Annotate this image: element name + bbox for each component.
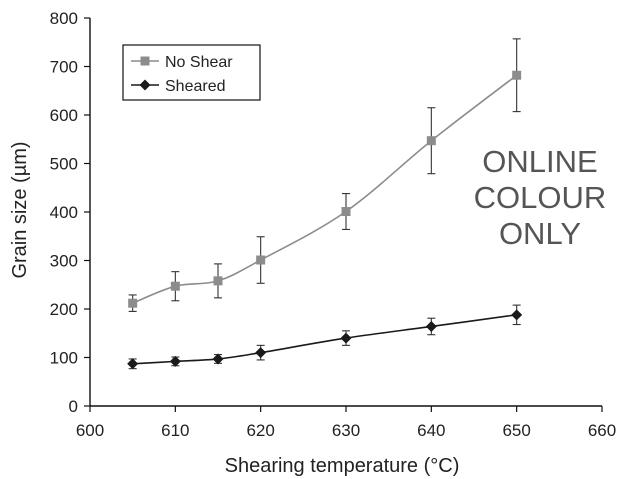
x-tick-label: 620 — [246, 421, 274, 440]
y-tick-label: 300 — [50, 252, 78, 271]
legend-box — [122, 44, 261, 101]
data-point-sheared — [340, 332, 352, 344]
y-tick-label: 100 — [50, 349, 78, 368]
data-point-no-shear — [170, 281, 180, 291]
legend-label-sheared: Sheared — [165, 78, 226, 95]
data-point-sheared — [212, 353, 224, 365]
x-axis-title: Shearing temperature (°C) — [225, 455, 460, 477]
x-tick-label: 630 — [332, 421, 360, 440]
data-point-no-shear — [213, 276, 223, 286]
data-point-no-shear — [341, 207, 351, 217]
series-no-shear — [128, 38, 522, 312]
watermark: ONLINE COLOUR ONLY — [474, 144, 607, 251]
tick-labels: 600 610 620 630 640 650 660 0 100 200 300 400 500 600… — [50, 9, 617, 440]
data-point-sheared — [425, 320, 437, 332]
x-tick-label: 650 — [502, 421, 530, 440]
series-line-no-shear — [132, 74, 518, 304]
watermark-line-3: ONLY — [499, 216, 581, 251]
series-line-sheared — [132, 314, 517, 365]
legend-label-no-shear: No Shear — [165, 54, 233, 71]
axes — [84, 17, 603, 412]
x-tick-label: 600 — [76, 421, 104, 440]
y-tick-label: 200 — [50, 300, 78, 319]
series-layer — [127, 38, 523, 370]
data-point-no-shear — [128, 298, 138, 308]
x-tick-label: 660 — [588, 421, 616, 440]
watermark-line-2: COLOUR — [474, 180, 607, 215]
legend-marker-sheared — [139, 79, 151, 91]
y-tick-label: 400 — [50, 203, 78, 222]
data-point-no-shear — [426, 136, 436, 146]
x-tick-label: 610 — [161, 421, 189, 440]
y-tick-label: 0 — [69, 397, 78, 416]
data-point-sheared — [127, 358, 139, 370]
y-tick-label: 600 — [50, 106, 78, 125]
data-point-sheared — [169, 355, 181, 367]
data-point-no-shear — [256, 255, 266, 265]
y-axis-title: Grain size (µm) — [9, 141, 31, 278]
x-tick-label: 640 — [417, 421, 445, 440]
watermark-line-1: ONLINE — [482, 144, 597, 179]
data-point-no-shear — [512, 70, 522, 80]
data-point-sheared — [511, 309, 523, 321]
y-tick-label: 800 — [50, 9, 78, 28]
legend: No Shear Sheared — [122, 44, 261, 101]
y-tick-label: 700 — [50, 58, 78, 77]
y-tick-label: 500 — [50, 155, 78, 174]
series-sheared — [127, 304, 523, 370]
legend-marker-no-shear — [140, 56, 150, 66]
data-point-sheared — [255, 347, 267, 359]
